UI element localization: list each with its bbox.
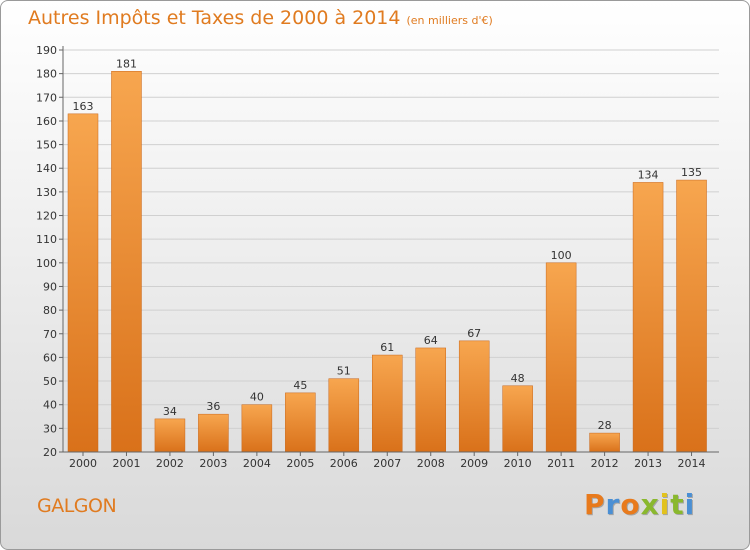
x-tick-label: 2011 [547, 457, 575, 470]
bar-2005 [285, 392, 316, 453]
bar-2011 [545, 262, 577, 453]
logo-letter: x [640, 488, 660, 521]
y-tick-label: 80 [43, 304, 57, 317]
y-tick-label: 30 [43, 422, 57, 435]
grid-lines [63, 49, 719, 429]
y-tick-label: 100 [36, 257, 57, 270]
y-tick-label: 120 [36, 210, 57, 223]
bar-2001 [111, 71, 142, 453]
bar-value-label: 45 [293, 379, 307, 392]
chart-subtitle: (en milliers d'€) [406, 14, 493, 27]
bar-value-label: 64 [424, 334, 438, 347]
x-tick-label: 2002 [156, 457, 184, 470]
x-tick-label: 2007 [373, 457, 401, 470]
bar-value-label: 67 [467, 327, 481, 340]
bar-value-label: 34 [163, 405, 177, 418]
y-tick-label: 130 [36, 186, 57, 199]
bar-2014 [676, 179, 707, 453]
bar-2007 [372, 354, 403, 453]
x-tick-label: 2000 [69, 457, 97, 470]
x-tick-label: 2003 [199, 457, 227, 470]
bar-2008 [415, 347, 446, 453]
bar-2004 [241, 404, 273, 453]
y-tick-label: 90 [43, 280, 57, 293]
bar-value-label: 51 [337, 365, 351, 378]
y-tick-label: 50 [43, 375, 57, 388]
logo-letter: t [670, 488, 685, 521]
x-tick-label: 2005 [286, 457, 314, 470]
bar-value-label: 61 [380, 341, 394, 354]
y-tick-label: 190 [36, 44, 57, 57]
x-tick-label: 2010 [504, 457, 532, 470]
bar-value-label: 163 [73, 100, 94, 113]
bar-value-label: 28 [598, 419, 612, 432]
y-tick-label: 110 [36, 233, 57, 246]
y-tick-label: 140 [36, 162, 57, 175]
x-tick-label: 2012 [591, 457, 619, 470]
chart-title: Autres Impôts et Taxes de 2000 à 2014 (en… [28, 7, 493, 29]
bar-value-label: 181 [116, 57, 137, 70]
bar-2002 [154, 418, 186, 453]
y-tick-label: 170 [36, 91, 57, 104]
commune-name: GALGON [37, 495, 117, 517]
x-tick-label: 2008 [417, 457, 445, 470]
bars: 163 181 34 36 40 45 51 61 64 67 48 100 28 134 135 [67, 57, 707, 453]
bar-value-label: 100 [551, 249, 572, 262]
bar-2003 [198, 413, 229, 453]
x-tick-label: 2001 [112, 457, 140, 470]
x-tick-label: 2004 [243, 457, 271, 470]
y-tick-label: 60 [43, 351, 57, 364]
bar-value-label: 135 [681, 166, 702, 179]
chart-title-text: Autres Impôts et Taxes de 2000 à 2014 [28, 7, 401, 29]
bar-value-label: 48 [511, 372, 525, 385]
x-tick-label: 2014 [678, 457, 706, 470]
logo-letter: r [605, 488, 621, 521]
bar-value-label: 134 [638, 168, 659, 181]
logo-letter: o [620, 488, 641, 521]
y-tick-label: 180 [36, 68, 57, 81]
x-tick-label: 2006 [330, 457, 358, 470]
axes: 20 30 40 50 60 70 80 90 100 110 120 130 140 150 160 170… [36, 44, 719, 470]
x-tick-label: 2013 [634, 457, 662, 470]
proxiti-logo: Proxiti [584, 488, 695, 521]
bar-value-label: 36 [206, 400, 220, 413]
y-tick-label: 40 [43, 399, 57, 412]
bar-value-label: 40 [250, 391, 264, 404]
x-tick-label: 2009 [460, 457, 488, 470]
bar-2009 [458, 340, 490, 453]
logo-letter: P [584, 488, 606, 521]
bar-2006 [328, 378, 360, 453]
logo-letter: i [659, 488, 671, 521]
bar-2013 [632, 182, 664, 453]
y-tick-label: 150 [36, 139, 57, 152]
y-tick-label: 20 [43, 446, 57, 459]
bar-2000 [67, 113, 99, 453]
y-tick-label: 70 [43, 328, 57, 341]
bar-2010 [502, 385, 533, 453]
logo-letter: i [684, 488, 696, 521]
bar-2012 [589, 432, 620, 453]
y-tick-label: 160 [36, 115, 57, 128]
